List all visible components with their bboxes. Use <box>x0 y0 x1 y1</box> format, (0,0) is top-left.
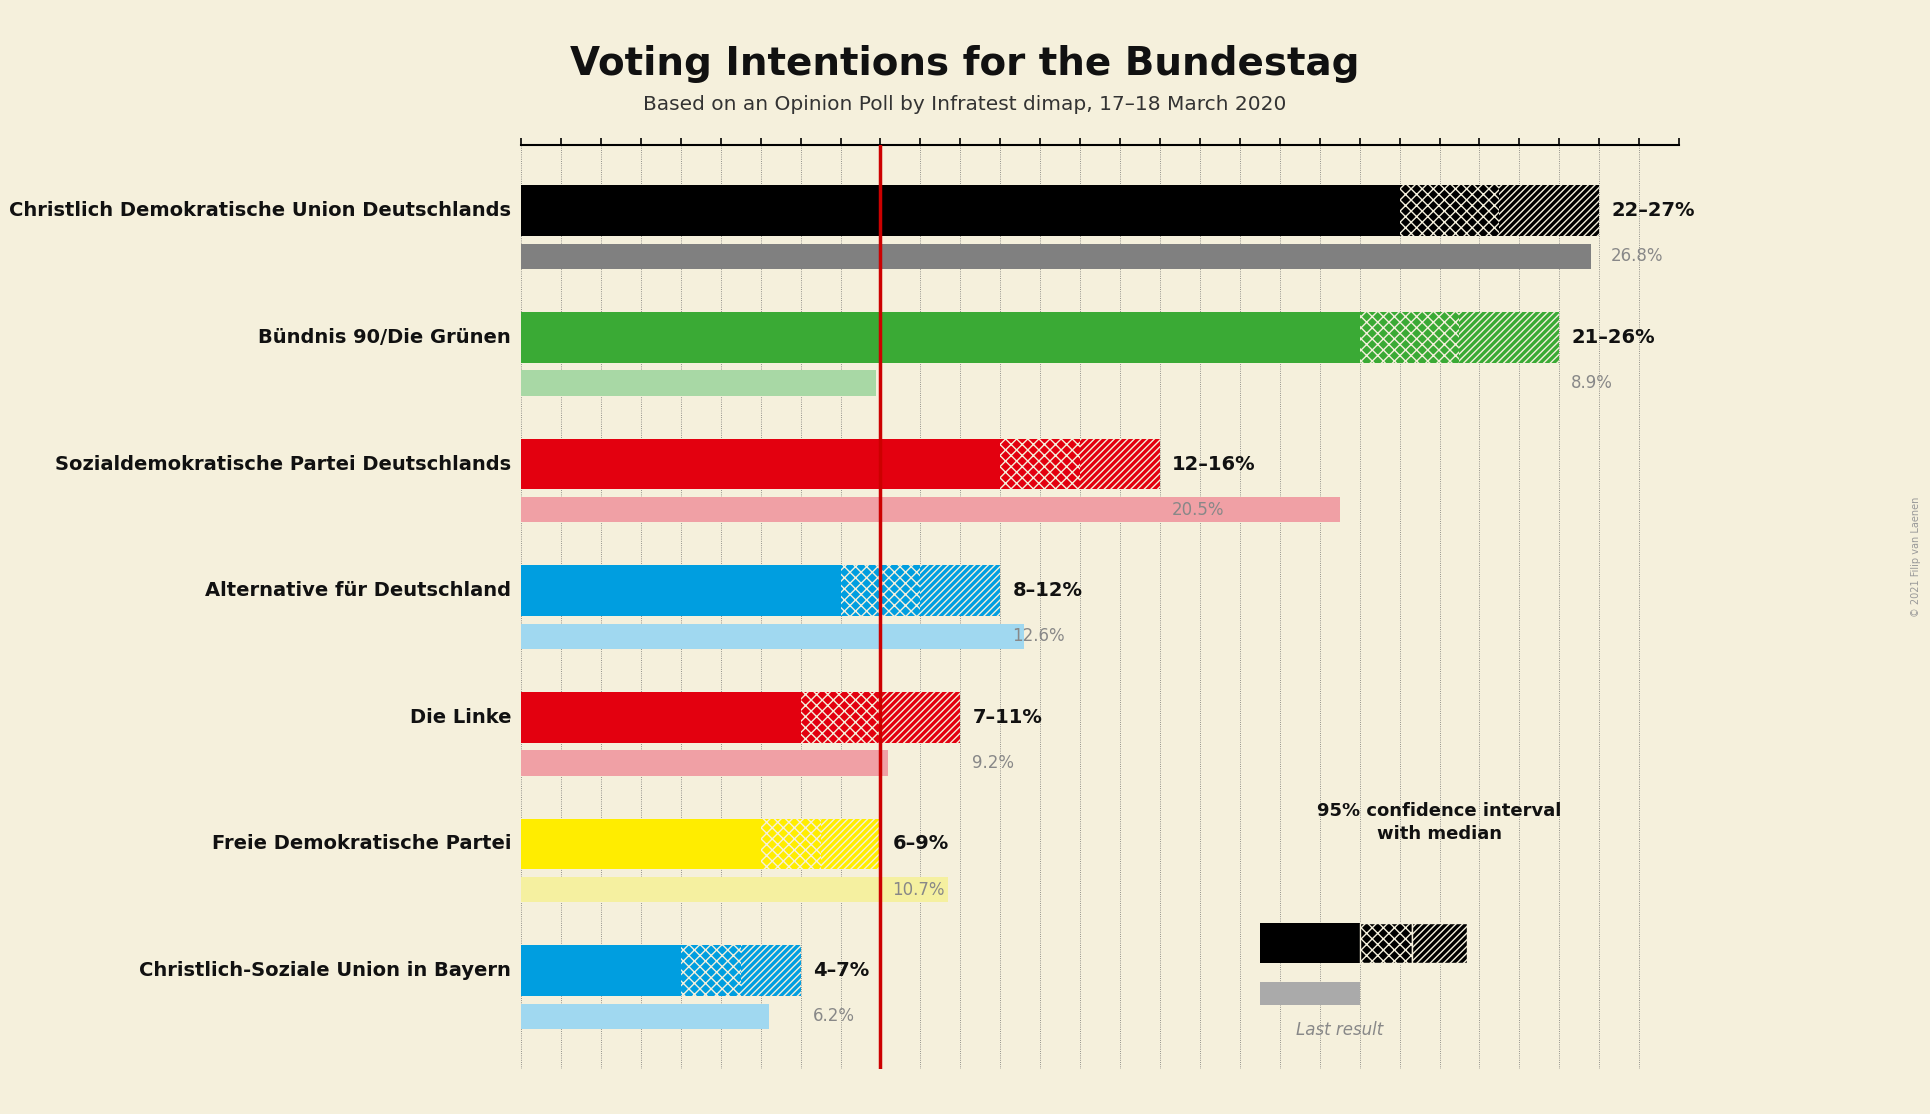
Bar <box>521 244 1590 268</box>
Text: 12–16%: 12–16% <box>1172 455 1256 473</box>
Text: © 2021 Filip van Laenen: © 2021 Filip van Laenen <box>1911 497 1922 617</box>
Bar <box>820 819 880 869</box>
Bar <box>1399 185 1500 236</box>
Text: 6.2%: 6.2% <box>813 1007 855 1025</box>
Bar <box>1000 439 1081 489</box>
Bar <box>880 692 961 743</box>
Text: 12.6%: 12.6% <box>1011 627 1065 645</box>
Text: Freie Demokratische Partei: Freie Demokratische Partei <box>212 834 511 853</box>
Bar <box>1260 983 1359 1005</box>
Text: Sozialdemokratische Partei Deutschlands: Sozialdemokratische Partei Deutschlands <box>54 455 511 473</box>
Bar <box>760 819 820 869</box>
Text: 9.2%: 9.2% <box>973 754 1015 772</box>
Bar <box>521 692 801 743</box>
Text: 22–27%: 22–27% <box>1612 202 1695 221</box>
Text: 6–9%: 6–9% <box>892 834 950 853</box>
Bar <box>521 439 1000 489</box>
Bar <box>1359 312 1459 363</box>
Bar <box>841 565 921 616</box>
Text: Bündnis 90/Die Grünen: Bündnis 90/Die Grünen <box>259 328 511 346</box>
Text: 20.5%: 20.5% <box>1172 500 1224 519</box>
Bar <box>1359 922 1411 962</box>
Bar <box>521 877 948 902</box>
Bar <box>521 312 1359 363</box>
Bar <box>521 1004 768 1029</box>
Bar <box>1459 312 1559 363</box>
Text: Based on an Opinion Poll by Infratest dimap, 17–18 March 2020: Based on an Opinion Poll by Infratest di… <box>643 95 1287 114</box>
Bar <box>1411 922 1467 962</box>
Bar <box>521 497 1339 522</box>
Bar <box>521 750 888 775</box>
Bar <box>681 946 741 996</box>
Text: 21–26%: 21–26% <box>1571 328 1654 346</box>
Bar <box>521 370 876 395</box>
Text: Last result: Last result <box>1297 1022 1384 1039</box>
Text: Voting Intentions for the Bundestag: Voting Intentions for the Bundestag <box>569 45 1361 82</box>
Bar <box>521 819 760 869</box>
Bar <box>521 946 681 996</box>
Text: 8–12%: 8–12% <box>1011 582 1083 600</box>
Text: 4–7%: 4–7% <box>813 961 868 980</box>
Text: 7–11%: 7–11% <box>973 707 1042 726</box>
Text: 26.8%: 26.8% <box>1612 247 1664 265</box>
Bar <box>521 185 1399 236</box>
Text: Die Linke: Die Linke <box>409 707 511 726</box>
Bar <box>1081 439 1160 489</box>
Bar <box>741 946 801 996</box>
Bar <box>1260 922 1359 962</box>
Text: 95% confidence interval
with median: 95% confidence interval with median <box>1318 802 1561 843</box>
Text: 10.7%: 10.7% <box>892 880 946 899</box>
Bar <box>521 624 1025 649</box>
Bar <box>1500 185 1600 236</box>
Text: Christlich Demokratische Union Deutschlands: Christlich Demokratische Union Deutschla… <box>10 202 511 221</box>
Text: Alternative für Deutschland: Alternative für Deutschland <box>205 582 511 600</box>
Bar <box>921 565 1000 616</box>
Bar <box>801 692 880 743</box>
Text: Christlich-Soziale Union in Bayern: Christlich-Soziale Union in Bayern <box>139 961 511 980</box>
Text: 8.9%: 8.9% <box>1571 374 1613 392</box>
Bar <box>521 565 841 616</box>
